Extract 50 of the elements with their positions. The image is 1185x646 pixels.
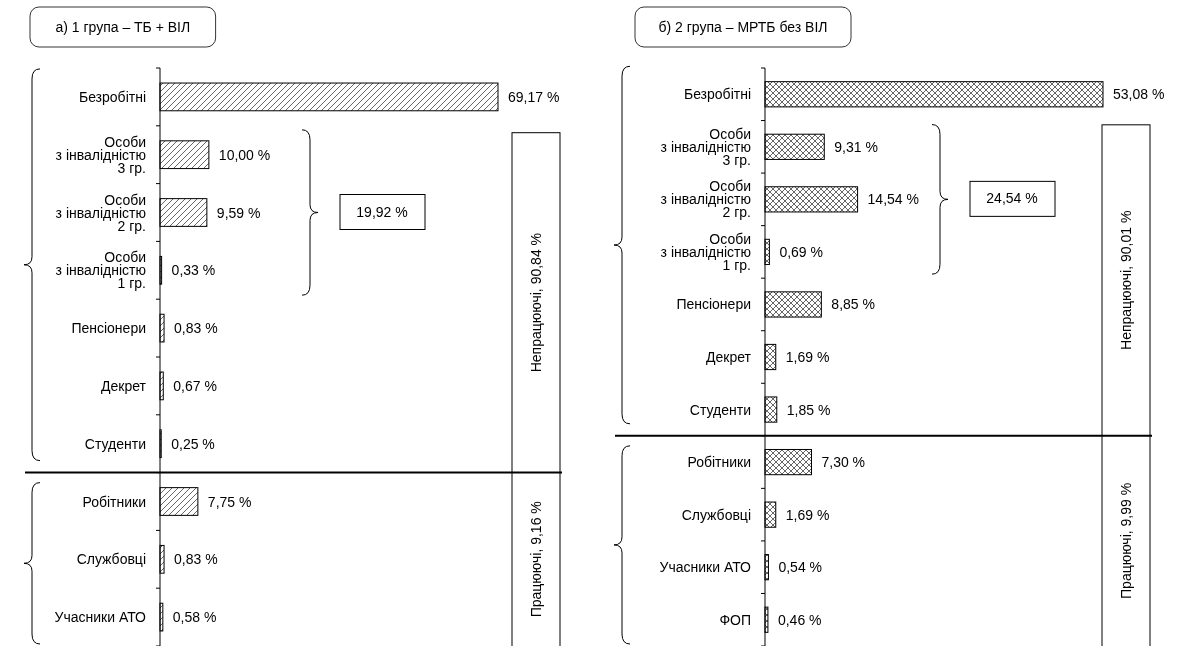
text: Працюючі, 9,16 % <box>528 501 544 618</box>
data-label: 69,17 % <box>508 88 560 105</box>
y-tick-label: Безробітні <box>78 88 146 105</box>
data-label: 0,83 % <box>174 551 218 568</box>
data-label: 7,30 % <box>821 454 866 471</box>
y-tick-label: Учасники АТО <box>659 559 752 576</box>
annotation: 24,54 % <box>986 190 1038 207</box>
text: Непрацюючі, 90,84 % <box>528 232 544 373</box>
data-label: 1,69 % <box>785 349 830 365</box>
annotation: 19,92 % <box>356 203 408 220</box>
text: Працюючі, 9,99 % <box>1118 482 1134 599</box>
y-tick-label: Пенсіонери <box>71 320 146 337</box>
data-label: 0,69 % <box>779 243 823 260</box>
y-tick-label: Особи з інвалідністю 1 гр. <box>55 249 146 292</box>
y-tick-label: Безробітні <box>683 86 751 103</box>
y-tick-label: ФОП <box>719 611 751 628</box>
data-label: 0,58 % <box>172 609 217 626</box>
data-label: 1,69 % <box>785 506 830 523</box>
data-label: 0,54 % <box>778 559 823 576</box>
data-label: 8,85 % <box>831 296 875 313</box>
data-label: 0,25 % <box>171 435 215 452</box>
y-tick-label: Декрет <box>706 349 752 365</box>
data-label: 53,08 % <box>1113 86 1165 103</box>
y-tick-label: Особи з інвалідністю 1 гр. <box>660 230 751 273</box>
y-tick-label: Особи з інвалідністю 3 гр. <box>660 125 751 168</box>
data-label: 9,31 % <box>834 138 878 155</box>
data-label: 10,00 % <box>218 146 271 163</box>
y-tick-label: Робітники <box>82 493 146 510</box>
chart-title: б) 2 група – МРТБ без ВІЛ <box>658 19 828 35</box>
y-tick-label: Декрет <box>101 377 147 394</box>
data-label: 0,33 % <box>171 262 216 279</box>
y-tick-label: Пенсіонери <box>676 296 751 313</box>
y-tick-label: Учасники АТО <box>54 609 147 626</box>
data-label: 0,83 % <box>174 320 218 337</box>
y-tick-label: Особи з інвалідністю 3 гр. <box>55 133 146 176</box>
y-tick-label: Службовці <box>681 506 751 523</box>
data-label: 1,85 % <box>786 401 831 418</box>
data-label: 7,75 % <box>207 493 252 510</box>
data-label: 9,59 % <box>216 204 261 221</box>
y-tick-label: Особи з інвалідністю 2 гр. <box>55 191 146 234</box>
data-label: 14,54 % <box>867 191 919 208</box>
y-tick-label: Студенти <box>689 401 751 418</box>
chart-title: а) 1 група – ТБ + ВІЛ <box>55 19 191 35</box>
y-tick-label: Службовці <box>76 551 146 568</box>
y-tick-label: Робітники <box>687 454 751 471</box>
data-label: 0,46 % <box>777 611 822 628</box>
y-tick-label: Особи з інвалідністю 2 гр. <box>660 178 751 221</box>
data-label: 0,67 % <box>173 377 217 394</box>
y-tick-label: Студенти <box>84 435 146 452</box>
text: Непрацюючі, 90,01 % <box>1118 210 1134 350</box>
